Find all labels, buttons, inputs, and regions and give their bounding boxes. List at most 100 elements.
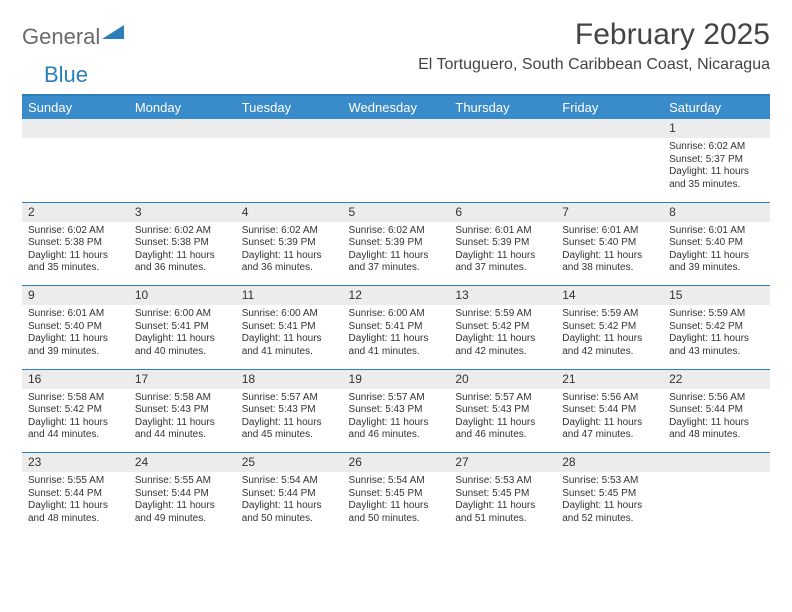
day-number-row: 9101112131415 [22,286,770,306]
sunset-line: Sunset: 5:43 PM [349,404,444,417]
day-number-cell: 3 [129,202,236,222]
sunset-line: Sunset: 5:41 PM [135,321,230,334]
day-detail-row: Sunrise: 6:02 AMSunset: 5:37 PMDaylight:… [22,138,770,202]
sunrise-line: Sunrise: 6:02 AM [242,225,337,238]
day-detail-cell: Sunrise: 5:53 AMSunset: 5:45 PMDaylight:… [449,472,556,536]
day-number-cell: 26 [343,453,450,473]
day-number-cell: 21 [556,369,663,389]
sunset-line: Sunset: 5:43 PM [135,404,230,417]
day-detail-cell: Sunrise: 6:01 AMSunset: 5:39 PMDaylight:… [449,222,556,286]
day-detail-cell [663,472,770,536]
sunrise-line: Sunrise: 5:54 AM [242,475,337,488]
daylight-line: Daylight: 11 hours and 36 minutes. [135,250,230,275]
day-detail-cell: Sunrise: 5:54 AMSunset: 5:44 PMDaylight:… [236,472,343,536]
sunset-line: Sunset: 5:41 PM [242,321,337,334]
day-detail-cell: Sunrise: 6:02 AMSunset: 5:38 PMDaylight:… [129,222,236,286]
day-detail-cell: Sunrise: 6:00 AMSunset: 5:41 PMDaylight:… [343,305,450,369]
sunrise-line: Sunrise: 6:00 AM [349,308,444,321]
day-number-cell: 5 [343,202,450,222]
day-detail-cell: Sunrise: 6:01 AMSunset: 5:40 PMDaylight:… [556,222,663,286]
daylight-line: Daylight: 11 hours and 36 minutes. [242,250,337,275]
daylight-line: Daylight: 11 hours and 49 minutes. [135,500,230,525]
sunset-line: Sunset: 5:45 PM [349,488,444,501]
sunset-line: Sunset: 5:40 PM [562,237,657,250]
sunrise-line: Sunrise: 5:53 AM [562,475,657,488]
day-number-row: 232425262728 [22,453,770,473]
day-detail-row: Sunrise: 6:02 AMSunset: 5:38 PMDaylight:… [22,222,770,286]
day-number-cell: 8 [663,202,770,222]
day-detail-cell: Sunrise: 6:02 AMSunset: 5:38 PMDaylight:… [22,222,129,286]
sunrise-line: Sunrise: 5:54 AM [349,475,444,488]
sunset-line: Sunset: 5:40 PM [669,237,764,250]
sunrise-line: Sunrise: 6:00 AM [242,308,337,321]
day-detail-cell: Sunrise: 5:56 AMSunset: 5:44 PMDaylight:… [556,389,663,453]
day-detail-cell: Sunrise: 5:55 AMSunset: 5:44 PMDaylight:… [129,472,236,536]
sunrise-line: Sunrise: 5:55 AM [135,475,230,488]
sunrise-line: Sunrise: 6:01 AM [669,225,764,238]
day-number-cell: 23 [22,453,129,473]
sunrise-line: Sunrise: 5:58 AM [28,392,123,405]
logo-triangle-icon [102,23,124,44]
sunset-line: Sunset: 5:38 PM [135,237,230,250]
day-number-cell: 15 [663,286,770,306]
day-number-cell [236,119,343,138]
daylight-line: Daylight: 11 hours and 41 minutes. [242,333,337,358]
daylight-line: Daylight: 11 hours and 43 minutes. [669,333,764,358]
daylight-line: Daylight: 11 hours and 40 minutes. [135,333,230,358]
sunrise-line: Sunrise: 5:58 AM [135,392,230,405]
day-detail-cell: Sunrise: 6:01 AMSunset: 5:40 PMDaylight:… [663,222,770,286]
day-number-cell: 16 [22,369,129,389]
logo-word-blue: Blue [44,62,88,87]
day-number-cell: 18 [236,369,343,389]
sunrise-line: Sunrise: 5:57 AM [242,392,337,405]
day-number-cell: 22 [663,369,770,389]
sunrise-line: Sunrise: 5:56 AM [562,392,657,405]
daylight-line: Daylight: 11 hours and 44 minutes. [135,417,230,442]
sunrise-line: Sunrise: 5:53 AM [455,475,550,488]
sunrise-line: Sunrise: 6:01 AM [28,308,123,321]
day-number-cell [556,119,663,138]
day-number-cell: 1 [663,119,770,138]
day-detail-cell [129,138,236,202]
daylight-line: Daylight: 11 hours and 44 minutes. [28,417,123,442]
sunset-line: Sunset: 5:38 PM [28,237,123,250]
weekday-header: Friday [556,96,663,119]
daylight-line: Daylight: 11 hours and 47 minutes. [562,417,657,442]
sunset-line: Sunset: 5:45 PM [455,488,550,501]
day-number-cell: 7 [556,202,663,222]
day-detail-row: Sunrise: 5:55 AMSunset: 5:44 PMDaylight:… [22,472,770,536]
day-number-cell: 17 [129,369,236,389]
weekday-header: Monday [129,96,236,119]
day-number-row: 16171819202122 [22,369,770,389]
daylight-line: Daylight: 11 hours and 51 minutes. [455,500,550,525]
logo-word-general: General [22,24,100,50]
day-number-cell: 24 [129,453,236,473]
day-detail-row: Sunrise: 5:58 AMSunset: 5:42 PMDaylight:… [22,389,770,453]
day-detail-row: Sunrise: 6:01 AMSunset: 5:40 PM Daylight:… [22,305,770,369]
weekday-header-row: SundayMondayTuesdayWednesdayThursdayFrid… [22,96,770,119]
day-number-cell: 25 [236,453,343,473]
day-detail-cell: Sunrise: 5:59 AMSunset: 5:42 PMDaylight:… [449,305,556,369]
sunset-line: Sunset: 5:42 PM [455,321,550,334]
day-detail-cell: Sunrise: 6:02 AMSunset: 5:39 PMDaylight:… [236,222,343,286]
sunset-line: Sunset: 5:39 PM [242,237,337,250]
day-detail-cell [22,138,129,202]
day-number-row: 1 [22,119,770,138]
daylight-line: Daylight: 11 hours and 39 minutes. [669,250,764,275]
day-number-cell: 4 [236,202,343,222]
daylight-line: Daylight: 11 hours and 46 minutes. [455,417,550,442]
day-number-cell: 19 [343,369,450,389]
day-detail-cell: Sunrise: 5:58 AMSunset: 5:42 PMDaylight:… [22,389,129,453]
day-detail-cell: Sunrise: 6:02 AMSunset: 5:39 PMDaylight:… [343,222,450,286]
day-detail-cell: Sunrise: 6:01 AMSunset: 5:40 PMDaylight:… [22,305,129,369]
day-number-cell: 11 [236,286,343,306]
sunrise-line: Sunrise: 5:56 AM [669,392,764,405]
day-number-cell: 10 [129,286,236,306]
weekday-header: Sunday [22,96,129,119]
sunset-line: Sunset: 5:42 PM [669,321,764,334]
day-detail-cell: Sunrise: 5:57 AMSunset: 5:43 PMDaylight:… [236,389,343,453]
sunrise-line: Sunrise: 6:01 AM [562,225,657,238]
sunset-line: Sunset: 5:42 PM [28,404,123,417]
sunset-line: Sunset: 5:40 PM [28,321,123,334]
day-detail-cell [236,138,343,202]
